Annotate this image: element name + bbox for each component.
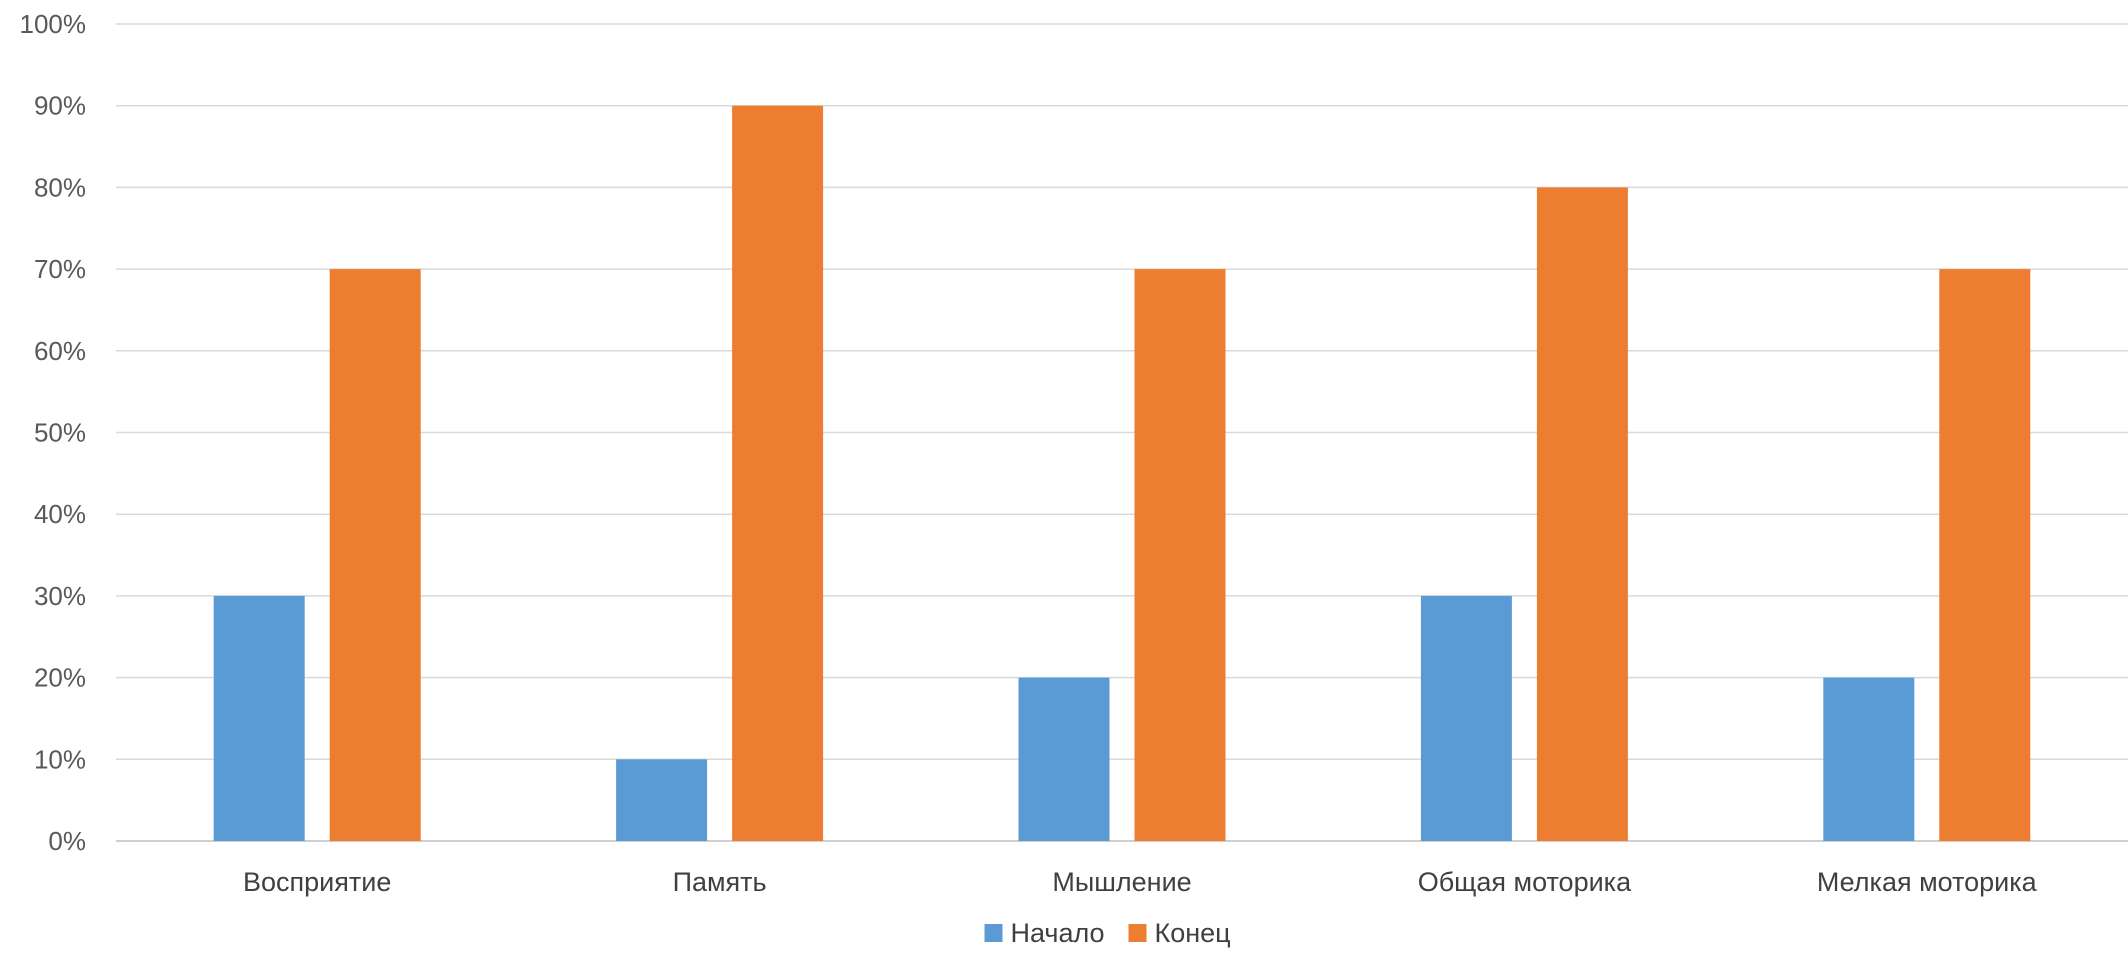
y-tick-label: 80% <box>34 172 86 202</box>
legend-swatch <box>984 924 1003 942</box>
bar-start <box>616 759 708 841</box>
bar-end <box>1134 269 1226 842</box>
x-category-label: Восприятие <box>243 867 391 897</box>
x-category-label: Мышление <box>1052 867 1191 897</box>
bar-end <box>732 105 824 841</box>
bar-start <box>1420 595 1512 841</box>
legend-label: Начало <box>1011 918 1105 948</box>
y-tick-label: 50% <box>34 418 86 448</box>
y-tick-label: 10% <box>34 744 86 774</box>
x-category-label: Память <box>673 867 767 897</box>
legend: Начало Конец <box>984 918 1231 948</box>
bar-end <box>1536 187 1628 841</box>
bar-start <box>213 595 305 841</box>
y-tick-label: 60% <box>34 336 86 366</box>
y-tick-label: 20% <box>34 663 86 693</box>
y-tick-label: 90% <box>34 91 86 121</box>
y-tick-label: 30% <box>34 581 86 611</box>
legend-swatch <box>1128 924 1147 942</box>
bars <box>213 105 2031 842</box>
y-tick-label: 70% <box>34 254 86 284</box>
bar-end <box>1939 269 2031 842</box>
x-axis-categories: Восприятие Память Мышление Общая моторика Ме… <box>243 867 2038 897</box>
y-axis-ticks: 0% 10% 20% 30% 40% 50% 60% 70% 80% 90% 100% <box>20 9 87 856</box>
legend-label: Конец <box>1155 918 1231 948</box>
y-tick-label: 100% <box>20 9 87 39</box>
bar-start <box>1823 677 1915 841</box>
gridlines <box>116 23 2128 842</box>
y-tick-label: 0% <box>48 826 86 856</box>
x-category-label: Мелкая моторика <box>1817 867 2038 897</box>
bar-end <box>329 269 421 842</box>
y-tick-label: 40% <box>34 499 86 529</box>
x-category-label: Общая моторика <box>1418 867 1632 897</box>
bar-start <box>1018 677 1110 841</box>
